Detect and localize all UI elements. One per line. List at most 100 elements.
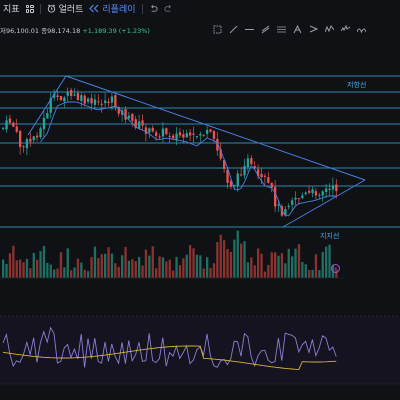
candle-body: [124, 109, 127, 120]
drawing-tool-2[interactable]: [229, 25, 238, 34]
layout-button[interactable]: [25, 4, 34, 13]
volume-bar: [243, 241, 246, 278]
indicators-button[interactable]: 지표: [3, 2, 20, 15]
volume-bar: [291, 256, 294, 278]
candle-body: [301, 195, 304, 199]
volume-bar: [304, 264, 307, 278]
drawing-tool-10[interactable]: [357, 25, 366, 34]
volume-bar: [73, 267, 76, 278]
drawing-tool-9[interactable]: [341, 24, 350, 34]
drawing-tool-5[interactable]: [277, 25, 286, 34]
volume-bar: [240, 243, 243, 278]
candle-body: [144, 127, 148, 134]
candle-body: [216, 138, 219, 151]
drawing-tool-4[interactable]: [261, 25, 270, 34]
candle-body: [257, 169, 260, 176]
volume-bar: [144, 249, 148, 278]
drawing-tool-6[interactable]: [293, 24, 302, 34]
volume-bar: [19, 259, 22, 278]
triangle-pattern-icon: [309, 25, 318, 32]
candle-body: [114, 95, 117, 107]
candle-body: [117, 106, 120, 114]
volume-bar: [42, 246, 46, 278]
parallel-channel-icon: [261, 25, 270, 33]
volume-bar: [195, 254, 199, 278]
volume-bar: [216, 241, 219, 278]
candle-body: [335, 184, 338, 192]
volume-bar: [209, 267, 212, 278]
drawing-tool-3[interactable]: [245, 25, 254, 34]
volume-bar: [134, 261, 137, 278]
candle-body: [270, 182, 273, 188]
candle-body: [36, 135, 39, 138]
candle-body: [331, 185, 335, 190]
ohlc-low-prefix: 저: [0, 27, 6, 35]
volume-bar: [161, 257, 165, 278]
ascending-trendline[interactable]: [282, 179, 366, 228]
ohlc-close-prefix: 종: [41, 27, 48, 35]
redo-button[interactable]: [163, 4, 173, 13]
volume-bar: [97, 258, 100, 278]
volume-bar: [223, 240, 226, 278]
redo-icon: [163, 5, 171, 12]
volume-bar: [328, 244, 331, 278]
candle-body: [49, 98, 52, 113]
fib-icon: [277, 26, 286, 32]
trendline-drawings: [27, 75, 366, 228]
trendline-left-leg[interactable]: [27, 75, 67, 136]
candle-body: [263, 175, 267, 177]
volume-bar: [233, 239, 236, 278]
volume-bar: [267, 264, 270, 278]
candle-body: [189, 132, 192, 136]
volume-bar: [175, 256, 178, 278]
volume-bar: [321, 252, 324, 278]
candle-body: [304, 192, 307, 195]
volume-bar: [202, 268, 205, 278]
drawing-tool-1[interactable]: [213, 25, 222, 34]
volume-bar: [63, 267, 66, 278]
indicator-badge-icon[interactable]: ⚡: [331, 264, 340, 273]
drawing-tool-7[interactable]: [309, 25, 318, 34]
candle-body: [168, 135, 171, 137]
candle-body: [165, 128, 168, 135]
candle-body: [73, 94, 76, 96]
candle-body: [277, 204, 280, 206]
volume-bar: [76, 258, 80, 278]
candle-body: [110, 96, 114, 103]
candle-body: [192, 133, 195, 135]
volume-bar: [138, 256, 141, 278]
volume-bar: [212, 263, 216, 278]
volume-bar: [301, 261, 304, 278]
elliott-wave-icon: [341, 24, 350, 31]
candle-body: [42, 117, 46, 130]
volume-bar: [158, 256, 161, 278]
volume-bar: [15, 260, 18, 278]
volume-bar: [87, 271, 90, 278]
volume-bar: [66, 248, 69, 278]
candle-body: [267, 177, 270, 183]
candle-body: [253, 166, 256, 169]
candle-body: [233, 185, 236, 187]
candle-body: [206, 129, 209, 134]
volume-bar: [22, 262, 25, 278]
descending-trendline[interactable]: [65, 75, 366, 181]
volume-bar: [311, 269, 314, 278]
drawing-tool-8[interactable]: [325, 24, 334, 34]
volume-bar: [117, 266, 120, 278]
ohlc-low: 96,100.01: [5, 27, 40, 35]
candle-body: [291, 200, 294, 205]
alert-button[interactable]: 얼러트: [47, 2, 83, 15]
candle-body: [76, 93, 80, 100]
candle-body: [29, 138, 32, 142]
volume-bar: [114, 263, 117, 278]
undo-button[interactable]: [149, 4, 158, 13]
wave-pattern-icon: [325, 24, 334, 32]
candle-body: [87, 98, 90, 102]
horizontal-line-icon: [245, 28, 254, 30]
candle-body: [155, 132, 158, 136]
box-select-icon: [213, 25, 222, 33]
volume-bar: [168, 259, 171, 278]
replay-button[interactable]: 리플레이: [89, 2, 136, 15]
volume-bar: [270, 252, 273, 278]
